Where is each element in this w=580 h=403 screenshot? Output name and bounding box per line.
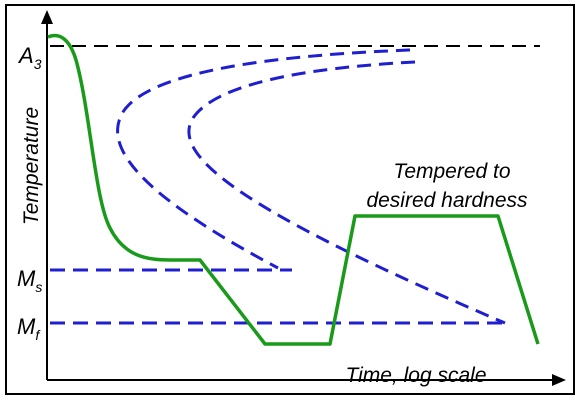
transformation-finish-curve (187, 60, 506, 325)
ms-label: Ms (17, 266, 42, 295)
outer-frame (5, 4, 575, 395)
cooling-curve (47, 33, 540, 346)
x-axis-label: Time, log scale (345, 364, 486, 387)
mf-label: Mf (17, 314, 41, 343)
transformation-start-curve (116, 48, 411, 270)
a3-label: A3 (17, 43, 42, 72)
x-axis-arrow (552, 374, 566, 386)
y-axis-label: Temperature (20, 107, 43, 225)
annotation-line-2: desired hardness (366, 189, 528, 212)
y-axis-arrow (41, 10, 53, 24)
annotation-line-1: Tempered to (393, 160, 510, 183)
